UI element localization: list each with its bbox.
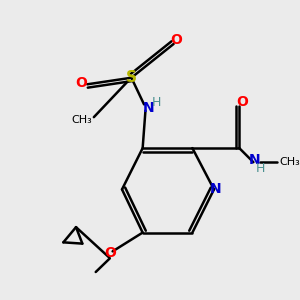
Text: N: N [249, 153, 261, 167]
Text: N: N [142, 101, 154, 115]
Text: H: H [256, 162, 265, 175]
Text: H: H [152, 96, 161, 109]
Text: S: S [126, 70, 137, 85]
Text: O: O [236, 95, 248, 109]
Text: O: O [170, 33, 182, 47]
Text: O: O [76, 76, 88, 90]
Text: N: N [210, 182, 222, 197]
Text: O: O [104, 246, 116, 260]
Text: CH₃: CH₃ [280, 157, 300, 167]
Text: CH₃: CH₃ [72, 115, 92, 125]
